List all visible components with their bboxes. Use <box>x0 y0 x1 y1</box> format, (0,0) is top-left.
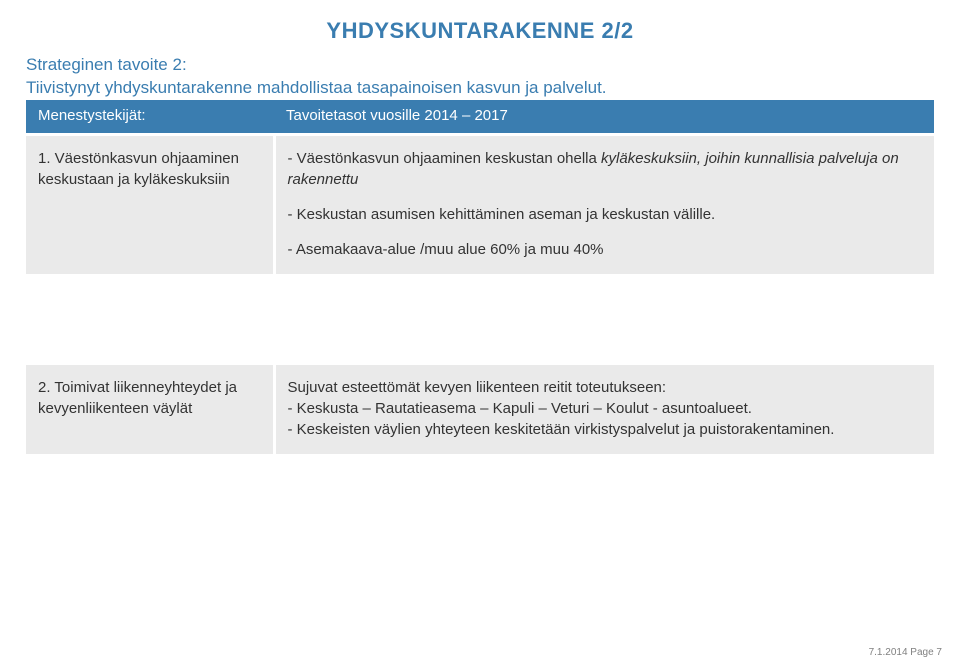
row2-col2-p2-text: - Keskusta – Rautatieasema – Kapuli – Ve… <box>288 400 752 417</box>
intro-line-2: Tiivistynyt yhdyskuntarakenne mahdollist… <box>26 77 934 100</box>
row2-col2-p3-text: - Keskeisten väylien yhteyteen keskitetä… <box>288 421 835 438</box>
row1-col1-text: 1. Väestönkasvun ohjaaminen keskustaan j… <box>38 148 261 190</box>
intro-line-1: Strateginen tavoite 2: <box>26 54 934 77</box>
row1-col2-p1: - Väestönkasvun ohjaaminen keskustan ohe… <box>288 148 923 190</box>
table-row: 1. Väestönkasvun ohjaaminen keskustaan j… <box>26 134 934 274</box>
slide: YHDYSKUNTARAKENNE 2/2 Strateginen tavoit… <box>0 0 960 666</box>
row2-col1-text: 2. Toimivat liikenneyhteydet ja kevyenli… <box>38 377 261 419</box>
row2-col1: 2. Toimivat liikenneyhteydet ja kevyenli… <box>26 364 274 455</box>
table-header-row: Menestystekijät: Tavoitetasot vuosille 2… <box>26 100 934 135</box>
footer: 7.1.2014 Page 7 <box>869 647 942 658</box>
row1-col2-p3: - Asemakaava-alue /muu alue 60% ja muu 4… <box>288 239 923 260</box>
row1-col2-p1a: - Väestönkasvun ohjaaminen keskustan ohe… <box>288 150 602 167</box>
content-table: Menestystekijät: Tavoitetasot vuosille 2… <box>26 100 934 455</box>
row2-col2: Sujuvat esteettömät kevyen liikenteen re… <box>274 364 934 455</box>
row1-col2-text: - Väestönkasvun ohjaaminen keskustan ohe… <box>288 148 923 260</box>
row1-col2-p2: - Keskustan asumisen kehittäminen aseman… <box>288 204 923 225</box>
row2-col2-p1: Sujuvat esteettömät kevyen liikenteen re… <box>288 377 923 440</box>
row2-col2-p1-text: Sujuvat esteettömät kevyen liikenteen re… <box>288 379 667 396</box>
row1-col2: - Väestönkasvun ohjaaminen keskustan ohe… <box>274 134 934 274</box>
intro-block: Strateginen tavoite 2: Tiivistynyt yhdys… <box>26 54 934 100</box>
row2-col2-text: Sujuvat esteettömät kevyen liikenteen re… <box>288 377 923 440</box>
table-gap-row <box>26 274 934 364</box>
header-col1: Menestystekijät: <box>26 100 274 135</box>
slide-title: YHDYSKUNTARAKENNE 2/2 <box>26 18 934 44</box>
header-col2: Tavoitetasot vuosille 2014 – 2017 <box>274 100 934 135</box>
row1-col1: 1. Väestönkasvun ohjaaminen keskustaan j… <box>26 134 274 274</box>
table-row: 2. Toimivat liikenneyhteydet ja kevyenli… <box>26 364 934 455</box>
